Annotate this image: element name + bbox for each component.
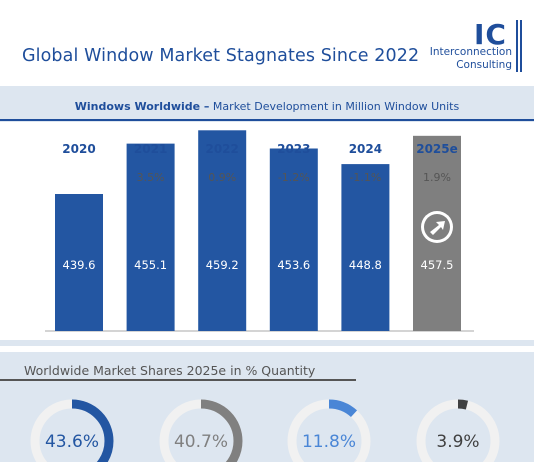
value-label: 439.6	[63, 258, 96, 272]
growth-label: 0.9%	[208, 171, 236, 184]
section-title: Windows Worldwide – Market Development i…	[0, 100, 534, 113]
logo-bar	[516, 20, 518, 72]
logo-line-1: Interconnection	[429, 46, 512, 58]
market-shares-title: Worldwide Market Shares 2025e in % Quant…	[24, 363, 316, 378]
value-label: 457.5	[421, 258, 454, 272]
donut-label: 43.6%	[45, 432, 99, 452]
market-shares-underline	[0, 379, 356, 381]
page-title: Global Window Market Stagnates Since 202…	[22, 46, 420, 66]
growth-label: 3.5%	[137, 171, 165, 184]
section-title-rest: Market Development in Million Window Uni…	[209, 100, 460, 113]
market-development-bar-chart: 2020 439.6 2021 3.5% 455.1 2022 0.9% 459.2 2023 -…	[45, 130, 474, 332]
bar-2024	[341, 164, 390, 331]
x-tick-label: 2022	[205, 142, 238, 156]
x-tick-label: 2024	[349, 142, 382, 156]
donut-segment	[30, 399, 114, 462]
growth-label: 1.9%	[423, 171, 451, 184]
donut-label: 40.7%	[174, 432, 228, 452]
section-divider	[0, 119, 534, 121]
section-title-bold: Windows Worldwide –	[74, 100, 210, 113]
x-tick-label: 2021	[134, 142, 167, 156]
value-label: 455.1	[134, 258, 167, 272]
header: Global Window Market Stagnates Since 202…	[0, 0, 534, 80]
market-shares-donut-charts: 43.6% 40.7% 11.8% 3.9%	[30, 399, 500, 462]
bar-2023	[269, 148, 318, 331]
bar-2020	[55, 194, 103, 331]
donut-segment	[159, 399, 243, 462]
x-tick-label: 2023	[277, 142, 310, 156]
donut-segment	[416, 399, 500, 462]
logo-mark: IC	[474, 18, 507, 51]
growth-label: -1.2%	[278, 171, 310, 184]
company-logo: IC Interconnection Consulting	[414, 18, 524, 74]
logo-line-2: Consulting	[456, 59, 512, 71]
value-label: 448.8	[349, 258, 382, 272]
value-label: 453.6	[277, 258, 310, 272]
bar-2022	[198, 130, 247, 331]
donut-segment	[287, 399, 371, 462]
x-tick-label: 2020	[62, 142, 95, 156]
bar-2021	[126, 143, 175, 331]
donut-label: 3.9%	[436, 432, 479, 452]
donut-label: 11.8%	[302, 432, 356, 452]
logo-bar	[520, 20, 522, 72]
x-tick-label: 2025e	[416, 142, 458, 156]
arrow-up-right-icon	[421, 211, 453, 243]
growth-label: -1.1%	[349, 171, 381, 184]
value-label: 459.2	[206, 258, 239, 272]
